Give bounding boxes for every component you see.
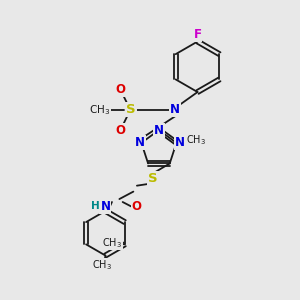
Text: O: O — [115, 82, 125, 96]
Text: N: N — [170, 103, 180, 116]
Text: CH$_3$: CH$_3$ — [186, 133, 206, 147]
Text: S: S — [126, 103, 136, 116]
Text: F: F — [194, 28, 202, 41]
Text: N: N — [154, 124, 164, 136]
Text: S: S — [148, 172, 158, 185]
Text: N: N — [175, 136, 185, 149]
Text: CH$_3$: CH$_3$ — [89, 103, 110, 117]
Text: H: H — [91, 202, 99, 212]
Text: N: N — [100, 200, 110, 213]
Text: N: N — [135, 136, 145, 149]
Text: O: O — [132, 200, 142, 213]
Text: CH$_3$: CH$_3$ — [92, 258, 112, 272]
Text: O: O — [115, 124, 125, 137]
Text: CH$_3$: CH$_3$ — [102, 236, 122, 250]
